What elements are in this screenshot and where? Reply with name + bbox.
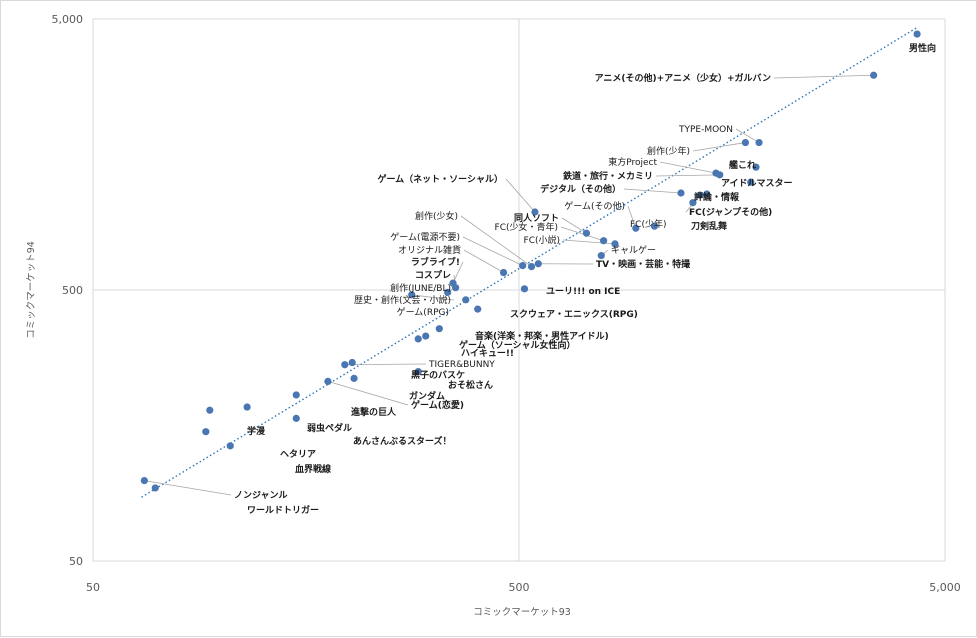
point-label: ユーリ!!! on ICE (546, 286, 620, 297)
data-point (350, 375, 357, 382)
leader-line (561, 227, 604, 241)
point-label: ゲーム(電源不要) (390, 231, 460, 243)
leader-line (463, 237, 523, 266)
x-tick-label: 500 (509, 581, 530, 594)
data-point (913, 30, 920, 37)
point-label: 創作(JUNE/BL) (390, 282, 451, 294)
point-label: TV・映画・芸能・特撮 (596, 258, 691, 270)
point-label: アニメ(その他)+アニメ（少女）+ガルバン (595, 72, 771, 84)
point-label: ギャルゲー (611, 244, 656, 256)
data-point (152, 484, 159, 491)
point-label: スクウェア・エニックス(RPG) (510, 309, 638, 320)
point-label: 創作(少女) (415, 210, 458, 222)
point-label: 艦これ (729, 159, 756, 171)
data-point (600, 237, 607, 244)
point-label: 黒子のバスケ (411, 370, 465, 381)
grid-layer (93, 19, 945, 561)
point-label: FC(少年) (630, 218, 666, 230)
point-label: ゲーム(RPG) (397, 306, 449, 318)
data-point (598, 252, 605, 259)
point-label: デジタル（その他） (540, 183, 621, 195)
data-point (452, 284, 459, 291)
point-label: コスプレ (415, 269, 451, 281)
point-label: おそ松さん (448, 379, 493, 391)
point-label: ゲーム(その他) (564, 200, 625, 212)
point-label: アイドルマスター (721, 177, 793, 189)
point-label: 創作(少年) (647, 145, 690, 157)
point-label: 血界戦線 (295, 463, 331, 475)
point-label: ゲーム（ネット・ソーシャル） (377, 173, 503, 185)
data-point (293, 415, 300, 422)
data-point (324, 378, 331, 385)
data-point (677, 189, 684, 196)
data-point (462, 296, 469, 303)
data-point (535, 260, 542, 267)
data-point (519, 262, 526, 269)
point-label: 鉄道・旅行・メカミリ (563, 170, 653, 182)
point-label: 評論・情報 (694, 191, 740, 203)
leader-line (506, 179, 535, 212)
x-tick-label: 5,000 (929, 581, 961, 594)
data-point (521, 285, 528, 292)
point-label: 男性向 (909, 42, 936, 54)
data-point (474, 306, 481, 313)
data-point (500, 269, 507, 276)
y-tick-label: 5,000 (52, 13, 84, 26)
x-axis-title: コミックマーケット93 (473, 607, 571, 618)
leader-line (656, 175, 720, 176)
data-point (243, 403, 250, 410)
leader-line (624, 189, 681, 193)
point-label: FC(小説) (524, 234, 560, 246)
data-point (870, 72, 877, 79)
leader-line (774, 75, 874, 78)
point-label: 刀剣乱舞 (691, 220, 727, 232)
leader-line (345, 364, 426, 365)
point-label: 弱虫ペダル (307, 422, 352, 434)
point-label: TIGER&BUNNY (428, 360, 495, 370)
data-point (422, 332, 429, 339)
point-label: オリジナル雑貨 (398, 244, 461, 256)
data-point (349, 359, 356, 366)
point-layer (141, 30, 921, 491)
data-point (528, 263, 535, 270)
point-label: ワールドトリガー (247, 504, 319, 516)
tick-layer: 50 500 5,000 50 500 5,000 (52, 13, 961, 594)
leader-line (328, 381, 408, 405)
y-tick-label: 50 (69, 555, 83, 568)
point-label: ハイキュー!! (461, 348, 514, 359)
point-label: 歴史・創作(文芸・小説) (354, 294, 451, 306)
leader-line (660, 162, 716, 173)
data-point (742, 139, 749, 146)
data-point (583, 230, 590, 237)
point-label: 東方Project (608, 156, 657, 168)
point-label: ラブライブ! (411, 256, 460, 268)
point-label: ヘタリア (280, 448, 316, 460)
data-point (716, 171, 723, 178)
x-tick-label: 50 (86, 581, 100, 594)
data-point (436, 325, 443, 332)
point-label: FC(ジャンプその他) (689, 206, 772, 218)
point-label: TYPE-MOON (678, 125, 733, 135)
point-label: 進撃の巨人 (351, 406, 397, 418)
data-point (202, 428, 209, 435)
data-point (341, 361, 348, 368)
point-label: ゲーム(恋愛) (411, 399, 464, 411)
data-point (141, 477, 148, 484)
y-tick-label: 500 (62, 284, 83, 297)
data-point (755, 139, 762, 146)
point-label: あんさんぶるスターズ！ (353, 435, 452, 447)
data-point (227, 442, 234, 449)
data-point (206, 407, 213, 414)
leader-line (693, 143, 745, 151)
y-axis-title: コミックマーケット94 (26, 241, 37, 339)
point-label: ノンジャンル (234, 490, 288, 501)
point-label: FC(少女・青年) (495, 221, 558, 233)
data-point (415, 335, 422, 342)
point-label: 学漫 (247, 425, 266, 437)
data-point (293, 391, 300, 398)
